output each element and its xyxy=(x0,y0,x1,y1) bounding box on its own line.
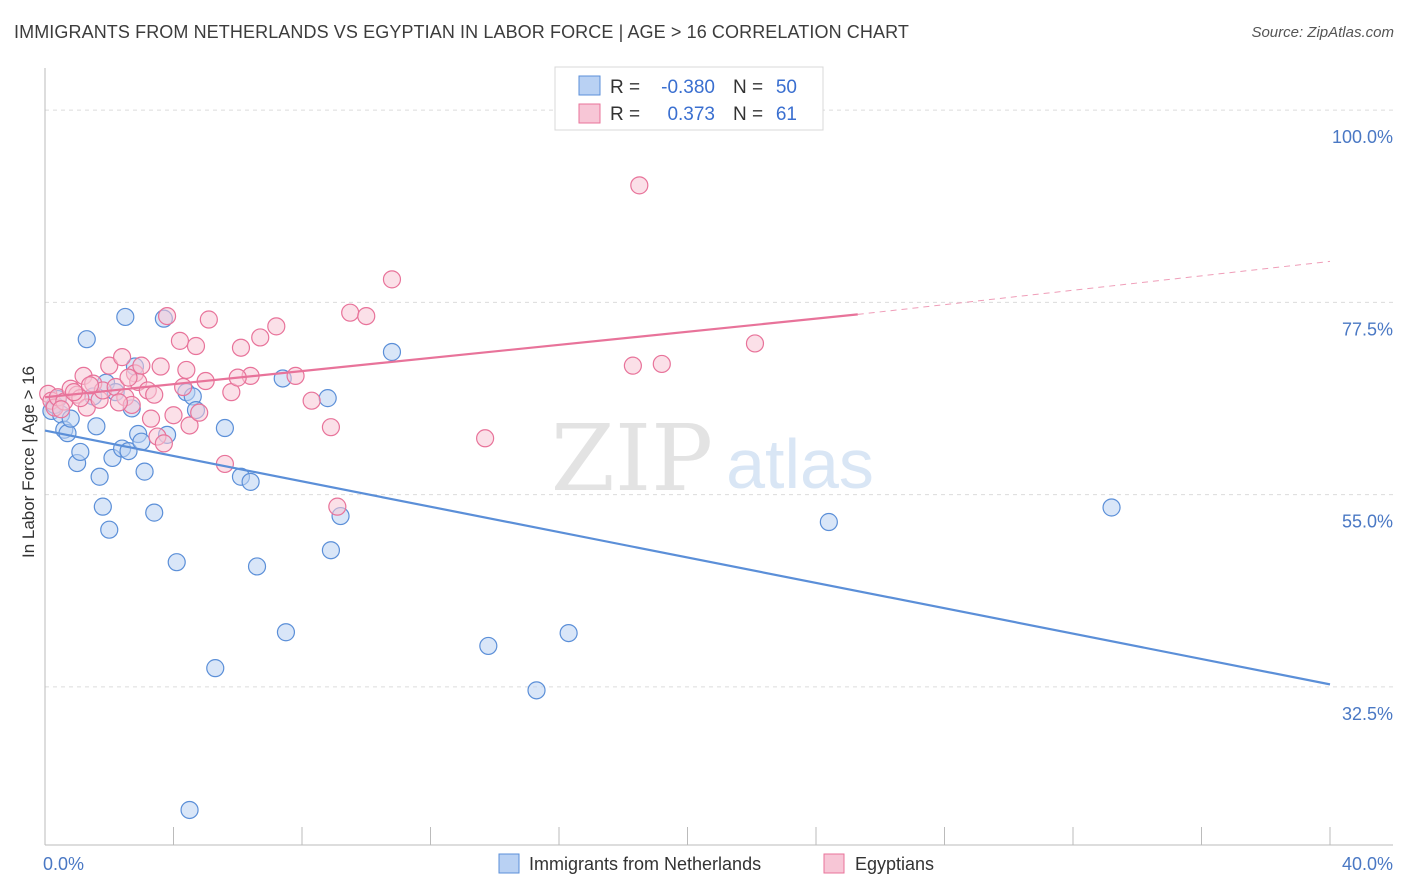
egyptians-point-36 xyxy=(231,338,251,357)
watermark-zip: ZIP xyxy=(551,405,713,512)
x-tick-label-1: 40.0% xyxy=(1342,854,1393,874)
netherlands-point-46 xyxy=(1102,498,1121,517)
egyptians-point-47 xyxy=(476,429,495,448)
bottom-legend-label-egyptians: Egyptians xyxy=(855,854,934,874)
egyptians-point-55 xyxy=(151,357,170,376)
legend-r-value-2: 0.373 xyxy=(667,104,715,125)
netherlands-point-42 xyxy=(479,636,498,656)
egyptians-trend-extension xyxy=(857,260,1331,315)
netherlands-point-11 xyxy=(93,497,112,516)
egyptians-point-29 xyxy=(177,360,196,380)
chart-title: IMMIGRANTS FROM NETHERLANDS VS EGYPTIAN … xyxy=(14,22,909,42)
egyptians-point-60 xyxy=(64,383,84,402)
y-tick-label-2: 77.5% xyxy=(1342,319,1393,339)
netherlands-point-38 xyxy=(318,389,337,408)
legend-r-label-2: R = xyxy=(610,104,640,125)
netherlands-point-7 xyxy=(71,442,90,462)
axes xyxy=(44,68,1393,846)
egyptians-point-51 xyxy=(745,334,765,353)
netherlands-point-23 xyxy=(135,462,154,481)
top-legend: R = -0.380 N = 50 R = 0.373 N = 61 xyxy=(554,66,824,131)
netherlands-point-41 xyxy=(382,342,402,362)
egyptians-point-44 xyxy=(341,303,360,322)
netherlands-point-39 xyxy=(321,541,341,560)
netherlands-point-8 xyxy=(77,330,96,349)
y-tick-label-0: 32.5% xyxy=(1342,704,1393,724)
netherlands-point-44 xyxy=(559,623,578,643)
netherlands-point-31 xyxy=(206,659,225,678)
egyptians-point-46 xyxy=(382,270,402,289)
egyptians-point-53 xyxy=(80,376,100,395)
netherlands-point-27 xyxy=(167,553,186,572)
netherlands-point-24 xyxy=(145,503,164,522)
watermark: ZIP atlas xyxy=(551,405,874,512)
bottom-legend-swatch-netherlands xyxy=(498,853,520,874)
egyptians-point-22 xyxy=(145,385,164,404)
egyptians-point-14 xyxy=(112,348,132,367)
egyptians-point-50 xyxy=(652,354,671,374)
egyptians-point-26 xyxy=(164,406,183,425)
netherlands-point-43 xyxy=(527,681,546,700)
egyptians-point-19 xyxy=(132,356,151,375)
legend-n-value-2: 61 xyxy=(776,104,797,125)
egyptians-point-27 xyxy=(170,331,190,350)
egyptians-point-12 xyxy=(100,356,119,375)
netherlands-point-49 xyxy=(87,417,106,436)
egyptians-point-54 xyxy=(119,368,138,387)
y-tick-label-3: 100.0% xyxy=(1332,127,1393,147)
bottom-legend: Immigrants from Netherlands Egyptians xyxy=(498,853,934,874)
legend-r-label-1: R = xyxy=(610,77,640,98)
trend-lines xyxy=(44,260,1331,686)
egyptians-point-21 xyxy=(141,409,161,428)
x-tick-label-0: 0.0% xyxy=(43,854,84,874)
egyptians-point-30 xyxy=(180,416,199,435)
netherlands-point-13 xyxy=(100,520,119,539)
egyptians-point-28 xyxy=(174,377,193,397)
egyptians-point-43 xyxy=(328,497,347,516)
egyptians-trend-line xyxy=(44,313,858,399)
egyptians-point-56 xyxy=(190,403,209,422)
data-points xyxy=(39,176,1121,820)
egyptians-point-52 xyxy=(51,400,71,419)
legend-n-label-1: N = xyxy=(733,77,763,98)
egyptians-point-33 xyxy=(199,310,218,329)
egyptians-point-49 xyxy=(630,176,649,195)
legend-swatch-egyptians xyxy=(578,103,601,124)
netherlands-point-47 xyxy=(180,800,199,820)
watermark-atlas: atlas xyxy=(726,425,874,503)
bottom-legend-swatch-egyptians xyxy=(823,853,845,874)
netherlands-point-45 xyxy=(819,512,838,532)
bottom-legend-label-netherlands: Immigrants from Netherlands xyxy=(529,854,761,874)
legend-r-value-1: -0.380 xyxy=(661,77,715,98)
netherlands-point-37 xyxy=(276,623,296,642)
egyptians-point-42 xyxy=(321,418,341,437)
netherlands-point-34 xyxy=(241,472,260,491)
y-axis-title: In Labor Force | Age > 16 xyxy=(19,366,38,558)
legend-n-label-2: N = xyxy=(733,104,763,125)
source-label: Source: ZipAtlas.com xyxy=(1251,24,1394,41)
netherlands-point-32 xyxy=(215,418,234,438)
y-tick-labels: 32.5% 55.0% 77.5% 100.0% xyxy=(1332,127,1393,724)
egyptians-point-59 xyxy=(109,393,128,412)
legend-swatch-netherlands xyxy=(578,75,601,96)
netherlands-trend-line xyxy=(44,429,1331,686)
netherlands-point-17 xyxy=(116,307,135,327)
egyptians-point-45 xyxy=(357,306,376,326)
egyptians-point-25 xyxy=(157,306,177,326)
egyptians-point-38 xyxy=(251,328,270,347)
egyptians-point-24 xyxy=(154,434,173,453)
egyptians-point-31 xyxy=(186,336,206,356)
netherlands-point-35 xyxy=(247,557,267,576)
egyptians-point-40 xyxy=(286,366,305,386)
grid xyxy=(45,109,1393,688)
egyptians-point-39 xyxy=(267,317,286,336)
egyptians-point-48 xyxy=(623,356,642,375)
netherlands-point-10 xyxy=(90,467,109,486)
legend-n-value-1: 50 xyxy=(776,77,797,98)
y-tick-label-1: 55.0% xyxy=(1342,512,1393,532)
egyptians-point-41 xyxy=(302,391,321,410)
x-tick-labels: 0.0% 40.0% xyxy=(43,854,1393,874)
